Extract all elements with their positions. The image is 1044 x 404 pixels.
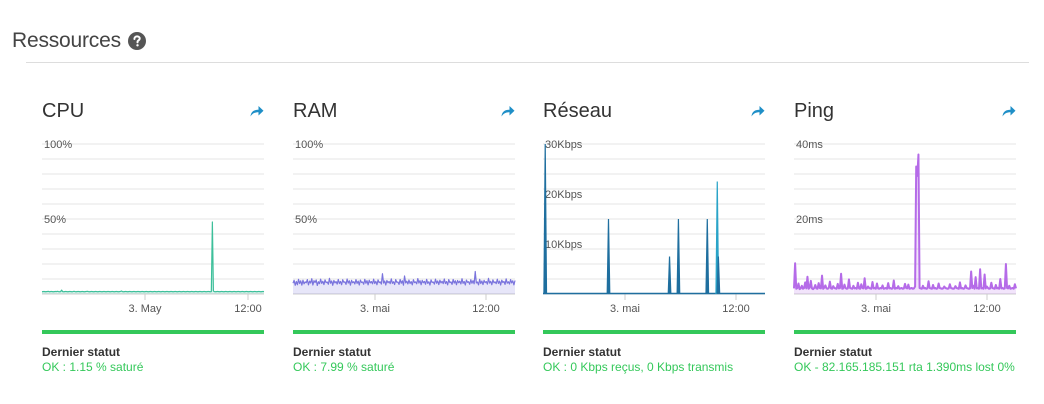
share-arrow-icon[interactable] [501, 104, 515, 117]
x-tick-label: 3. May [128, 303, 162, 315]
section-header: Ressources [12, 28, 146, 54]
share-arrow-icon[interactable] [751, 104, 765, 117]
status-bar [42, 330, 264, 334]
network-chart: 30Kbps 20Kbps 10Kbps 3. mai 12:00 [543, 139, 765, 315]
status-bar [543, 330, 765, 334]
status-label: Dernier statut [794, 345, 873, 359]
series-spike [705, 218, 710, 295]
card-title: Ping [794, 100, 835, 122]
network-card: Réseau 30Kbps 20Kbps 10Kbps 3. mai 12:00 Der… [543, 96, 765, 396]
status-value: OK : 1.15 % saturé [42, 360, 144, 374]
card-title: Réseau [543, 100, 612, 122]
x-tick-label: 12:00 [722, 303, 750, 315]
ram-chart: 100% 50% 3. mai 12:00 [292, 139, 516, 315]
x-tick-label: 3. mai [861, 303, 891, 315]
card-title: RAM [293, 100, 338, 122]
x-tick-label: 12:00 [234, 303, 262, 315]
series-line [41, 221, 265, 293]
ping-chart: 40ms 20ms 3. mai 12:00 [793, 139, 1017, 315]
y-tick-label: 100% [295, 139, 323, 151]
header-divider [26, 62, 1029, 63]
y-tick-label: 20Kbps [545, 189, 583, 201]
series-spike [606, 218, 611, 295]
series-line [793, 153, 1017, 291]
x-tick-label: 12:00 [472, 303, 500, 315]
y-tick-label: 30Kbps [545, 139, 583, 151]
y-tick-label: 20ms [796, 214, 823, 226]
series-area [794, 154, 1016, 294]
y-tick-label: 50% [44, 214, 66, 226]
series-line [292, 270, 516, 287]
series-spike [543, 143, 548, 295]
card-title: CPU [42, 100, 85, 122]
share-arrow-icon[interactable] [250, 104, 264, 117]
ping-card: Ping 40ms 20ms 3. mai 12:00 Dernier statut … [793, 96, 1017, 396]
x-tick-label: 3. mai [610, 303, 640, 315]
status-label: Dernier statut [543, 345, 622, 359]
share-arrow-icon[interactable] [1002, 104, 1016, 117]
cpu-chart: 100% 50% 3. May 12:00 [41, 139, 265, 315]
y-tick-label: 10Kbps [545, 239, 583, 251]
status-label: Dernier statut [42, 345, 121, 359]
status-value: OK : 7.99 % saturé [293, 360, 395, 374]
status-value: OK : 0 Kbps reçus, 0 Kbps transmis [543, 360, 734, 374]
ram-card: RAM 100% 50% 3. mai 12:00 Dernier statut OK… [292, 96, 516, 396]
x-tick-label: 12:00 [973, 303, 1001, 315]
x-tick-label: 3. mai [360, 303, 390, 315]
section-title: Ressources [12, 29, 121, 52]
status-value: OK - 82.165.185.151 rta 1.390ms lost 0% [794, 360, 1015, 374]
series-spike [667, 256, 672, 295]
series-spike [676, 218, 681, 295]
series-spike [716, 256, 721, 295]
status-label: Dernier statut [293, 345, 372, 359]
y-tick-label: 100% [44, 139, 72, 151]
y-tick-label: 50% [295, 214, 317, 226]
series-area [42, 222, 264, 294]
cpu-card: CPU 100% 50% 3. May 12:00 Dernier statut OK… [41, 96, 265, 396]
question-circle-icon[interactable] [127, 32, 146, 50]
y-tick-label: 40ms [796, 139, 823, 151]
status-bar [794, 330, 1016, 334]
status-bar [293, 330, 515, 334]
